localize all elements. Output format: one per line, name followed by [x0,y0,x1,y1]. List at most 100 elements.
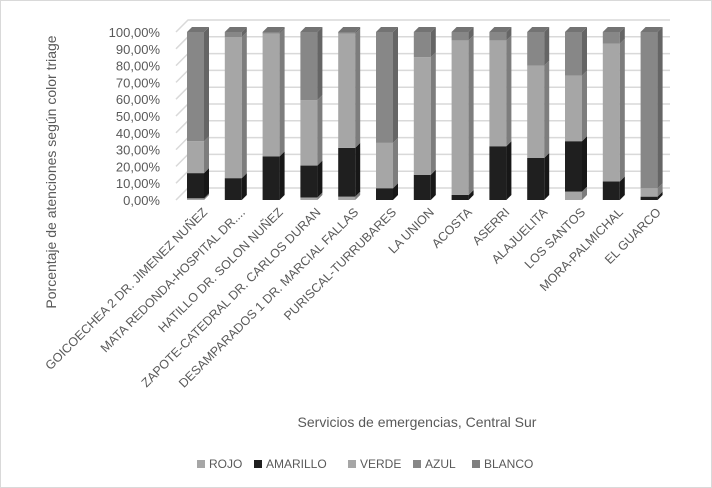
gridline [175,19,670,33]
legend-swatch [197,460,205,468]
bar-top-cap [451,27,474,32]
bar-top-cap [489,27,512,32]
bar-top-cap [224,27,247,32]
legend-label: ROJO [209,457,242,471]
bar-segment-verde [187,141,204,174]
bar-segment-amarillo [640,196,658,200]
bar-side-azul [430,27,436,58]
x-tick-label: DESAMPARADOS 1 DR. MARCIAL FALLAS [176,205,361,390]
bar-side-rojo [582,186,587,200]
bar-segment-amarillo [224,178,242,200]
bar-segment-amarillo [527,158,545,200]
y-tick-label: 0,00% [123,193,160,208]
bar-segment-verde [338,33,356,148]
legend-item-azul: AZUL [413,457,456,471]
bar-segment-verde [602,43,620,182]
bar-segment-rojo [300,197,318,200]
bar-side-azul [506,27,512,41]
bar-segment-amarillo [262,156,280,200]
y-tick-label: 90,00% [116,42,161,57]
legend-swatch [348,460,356,468]
bar-top-cap [376,27,398,32]
y-tick-label: 70,00% [116,75,161,90]
y-tick-label: 30,00% [116,143,161,158]
bar-side-azul [317,27,323,101]
bar-segment-verde [489,40,507,147]
bar-segment-amarillo [338,147,356,197]
bar-side-verde [393,137,398,189]
bar-side-amarillo [393,183,398,200]
bar-segment-rojo [187,198,204,200]
bar-top-cap [527,27,550,32]
bar-segment-amarillo [565,141,582,192]
bar-top-cap [300,27,323,32]
x-tick-label: ACOSTA [429,205,475,251]
bar-top-cap [602,27,625,32]
bar-side-verde [430,52,436,175]
bar-segment-verde [300,100,318,166]
bar-segment-azul [640,32,658,189]
bar-segment-verde [527,65,545,158]
bar-segment-verde [451,40,469,195]
bar-side-amarillo [657,191,663,200]
y-tick-label: 100,00% [109,25,161,40]
bar-side-amarillo [619,176,625,200]
bar-segment-azul [300,32,318,101]
bar-top-cap [187,27,209,32]
bar-side-amarillo [582,136,587,192]
bar-segment-amarillo [489,146,507,200]
bar-segment-azul [527,32,545,66]
legend-label: VERDE [360,457,401,471]
bar-segment-azul [262,32,280,34]
legend-label: AZUL [425,457,456,471]
bar-side-rojo [204,193,209,200]
bar-side-azul [544,27,550,66]
bar-side-amarillo [279,151,285,200]
bar-segment-azul [565,32,582,76]
legend-item-amarillo: AMARILLO [254,457,327,471]
bar-segment-verde [640,188,658,197]
bar-segment-azul [376,32,393,143]
bar-side-rojo [317,192,323,200]
bar-side-amarillo [430,169,436,200]
bar-segment-verde [376,142,393,189]
bar-top-cap [565,27,587,32]
bar-segment-azul [224,32,242,38]
bar-segment-rojo [565,191,582,200]
bar-segment-amarillo [376,188,393,200]
legend-swatch [413,460,421,468]
bar-side-azul [241,27,247,38]
bar-segment-azul [338,32,356,34]
bar-side-verde [582,70,587,142]
bar-side-verde [468,35,474,195]
bar-side-rojo [355,191,361,200]
x-axis-title: Servicios de emergencias, Central Sur [298,414,537,430]
bar-side-azul [204,27,209,142]
bar-segment-azul [602,32,620,44]
bar-top-cap [338,27,361,32]
bar-segment-verde [565,75,582,142]
y-tick-label: 20,00% [116,159,161,174]
bar-segment-amarillo [300,165,318,198]
bar-side-amarillo [204,168,209,199]
bar-side-azul [468,27,474,41]
bar-segment-amarillo [187,173,204,199]
bar-segment-verde [413,57,431,175]
bar-side-amarillo [468,189,474,200]
bar-side-verde [355,28,361,148]
bar-side-verde [544,60,550,158]
y-tick-label: 80,00% [116,59,161,74]
bar-side-verde [657,183,663,197]
bar-segment-amarillo [413,174,431,200]
y-tick-label: 60,00% [116,92,161,107]
legend-swatch [254,460,262,468]
bar-segment-azul [489,32,507,41]
bar-top-cap [413,27,436,32]
bar-segment-azul [451,32,469,41]
bar-side-azul [279,27,285,34]
bar-segment-verde [262,33,280,157]
legend-label: AMARILLO [266,457,327,471]
bar-side-amarillo [355,142,361,197]
legend-item-blanco: BLANCO [472,457,533,471]
